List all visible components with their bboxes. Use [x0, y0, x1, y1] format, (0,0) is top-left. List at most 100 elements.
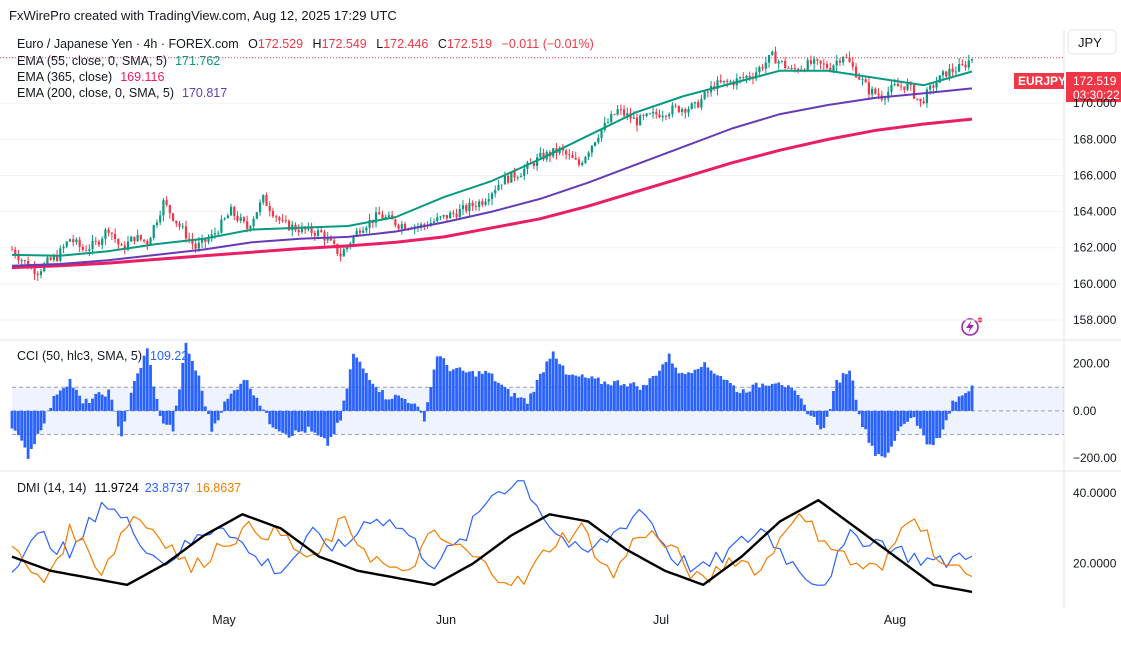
cci-bar: [803, 405, 806, 411]
cci-bar: [874, 411, 877, 456]
cci-bar: [555, 359, 558, 411]
cci-bar: [880, 411, 883, 456]
cci-bar: [623, 384, 626, 411]
cci-bar: [913, 411, 916, 417]
candle-body: [652, 112, 654, 114]
time-tick-label: Jul: [653, 613, 669, 627]
cci-bar: [317, 411, 320, 436]
candle-body: [501, 185, 503, 186]
cci-legend[interactable]: CCI (50, hlc3, SMA, 5)109.22: [17, 349, 188, 363]
candle-body: [388, 215, 390, 217]
candle-body: [839, 61, 841, 63]
cci-bar: [346, 388, 349, 410]
candle-body: [958, 64, 960, 72]
cci-bar: [197, 375, 200, 410]
ema55-legend[interactable]: EMA (55, close, 0, SMA, 5)171.762: [17, 54, 220, 68]
candle-body: [700, 99, 702, 108]
cci-bar: [465, 372, 468, 410]
candle-body: [162, 200, 164, 215]
cci-bar: [719, 376, 722, 411]
cci-bar: [648, 378, 651, 411]
cci-bar: [851, 381, 854, 411]
candle-body: [819, 61, 821, 64]
candle-body: [224, 218, 226, 219]
cci-bar: [790, 388, 793, 411]
candle-body: [807, 60, 809, 70]
symbol-legend[interactable]: Euro / Japanese Yen · 4h · FOREX.com O17…: [17, 37, 594, 51]
candle-body: [720, 80, 722, 82]
candle-body: [662, 116, 664, 117]
candle-body: [768, 55, 770, 63]
cci-bar: [642, 385, 645, 411]
candle-body: [195, 244, 197, 249]
cci-bar: [278, 411, 281, 431]
ema200-legend[interactable]: EMA (200, close, 0, SMA, 5)170.817: [17, 86, 227, 100]
candle-body: [565, 151, 567, 155]
cci-bar: [310, 411, 313, 432]
cci-bar: [677, 373, 680, 411]
candle-body: [66, 242, 68, 247]
candle-body: [726, 81, 728, 82]
candle-body: [11, 250, 13, 251]
candle-body: [842, 57, 844, 63]
cci-bar: [410, 404, 413, 411]
candle-body: [771, 52, 773, 55]
cci-bar: [307, 411, 310, 427]
candle-body: [681, 109, 683, 112]
cci-bar: [301, 411, 304, 431]
candle-body: [40, 271, 42, 275]
cci-bar: [700, 367, 703, 411]
cci-bar: [806, 411, 809, 414]
cci-bar: [339, 411, 342, 421]
cci-bar: [739, 393, 742, 411]
candle-body: [620, 109, 622, 110]
cci-bar: [255, 398, 258, 411]
candle-body: [861, 79, 863, 80]
cci-bar: [110, 400, 113, 411]
candle-body: [50, 257, 52, 260]
candle-body: [865, 79, 867, 82]
candle-body: [233, 207, 235, 216]
currency-button[interactable]: JPY: [1068, 30, 1116, 54]
candle-body: [446, 215, 448, 218]
candle-body: [633, 117, 635, 118]
cci-bar: [59, 390, 62, 410]
candle-body: [658, 114, 660, 117]
cci-bar: [903, 411, 906, 424]
candle-body: [623, 109, 625, 115]
candle-body: [781, 61, 783, 62]
cci-bar: [149, 365, 152, 411]
cci-legend-value: 109.22: [150, 349, 188, 363]
cci-bar: [14, 411, 17, 431]
candle-body: [240, 217, 242, 220]
cci-bar: [600, 384, 603, 411]
candle-body: [339, 254, 341, 257]
candle-body: [21, 260, 23, 261]
candle-body: [778, 61, 780, 63]
ema365-legend[interactable]: EMA (365, close)169.116: [17, 70, 164, 84]
candle-body: [971, 59, 973, 60]
cci-bar: [793, 391, 796, 411]
cci-bar: [687, 372, 690, 411]
cci-bar: [539, 374, 542, 411]
cci-bar: [658, 371, 661, 411]
plus-di-legend-value: 23.8737: [145, 481, 190, 495]
candle-body: [497, 185, 499, 190]
cci-bar: [925, 411, 928, 445]
cci-bar: [713, 374, 716, 411]
candle-body: [72, 239, 74, 242]
candle-body: [69, 239, 71, 242]
candle-body: [178, 223, 180, 226]
cci-bar: [893, 411, 896, 441]
candle-body: [111, 233, 113, 234]
cci-bar: [85, 399, 88, 411]
cci-bar: [732, 385, 735, 411]
cci-bar: [526, 404, 529, 411]
candle-body: [923, 101, 925, 103]
cci-bar: [507, 389, 510, 411]
candle-body: [253, 219, 255, 226]
candle-body: [704, 92, 706, 99]
